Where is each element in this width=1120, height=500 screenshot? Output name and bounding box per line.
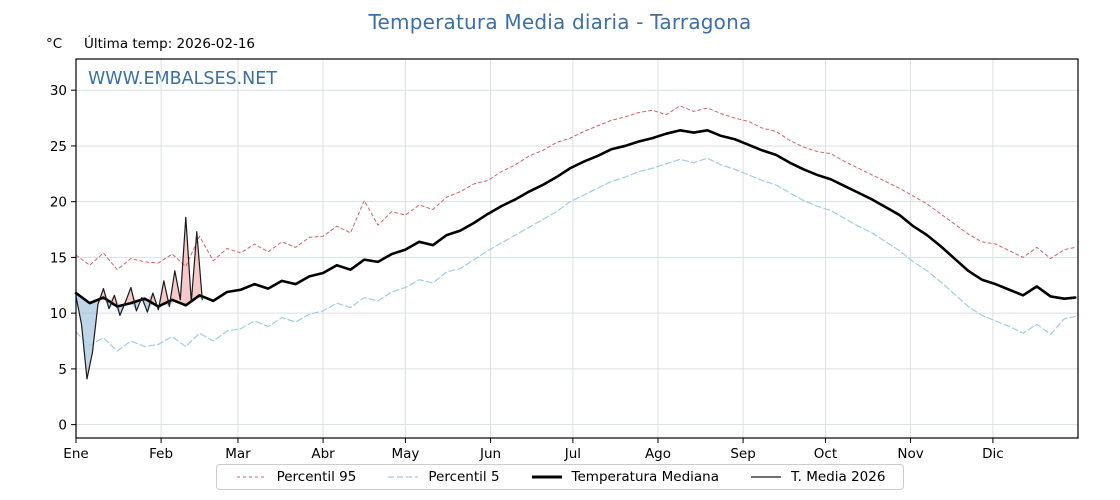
x-tick-label: Sep — [730, 446, 755, 462]
y-tick-label: 25 — [50, 139, 67, 155]
x-tick-label: Jul — [564, 446, 581, 462]
x-tick-label: Feb — [149, 446, 173, 462]
legend-label-t-media-2026: T. Media 2026 — [791, 469, 886, 485]
x-tick-label: Ene — [63, 446, 88, 462]
legend-item-percentil-5: Percentil 5 — [386, 469, 500, 485]
series-percentil-95 — [75, 105, 1076, 271]
y-tick-label: 30 — [50, 83, 67, 99]
y-tick-label: 15 — [50, 250, 67, 266]
series-percentil-5 — [75, 157, 1076, 352]
plot-frame — [75, 58, 1079, 439]
series-temperatura-mediana — [74, 129, 1077, 308]
legend-line-percentil-95-icon — [236, 476, 267, 478]
x-tick-label: Dic — [982, 446, 1004, 462]
chart-svg: WWW.EMBALSES.NET 0 5 10 15 20 25 30 Ene Feb Mar Ab… — [50, 58, 1079, 462]
legend-line-t-media-2026-icon — [751, 476, 781, 478]
x-tick-label: Jun — [479, 446, 501, 462]
legend-row: Percentil 95 Percentil 5 Temperatura Med… — [0, 464, 1120, 490]
legend-item-mediana: Temperatura Mediana — [530, 469, 719, 485]
page-title: Temperatura Media diaria - Tarragona — [368, 10, 752, 34]
subtitle-row: °C Última temp: 2026-02-16 — [0, 36, 1120, 53]
watermark: WWW.EMBALSES.NET — [88, 69, 277, 89]
y-tick-label: 0 — [58, 418, 67, 434]
y-tick-label: 5 — [58, 362, 67, 378]
last-temp-label: Última temp: 2026-02-16 — [84, 36, 256, 52]
x-tick-label: Mar — [225, 446, 251, 462]
legend-box: Percentil 95 Percentil 5 Temperatura Med… — [215, 464, 905, 490]
legend-label-percentil-5: Percentil 5 — [428, 469, 500, 485]
series-t-media-2026 — [75, 216, 203, 380]
y-tick-label: 20 — [50, 195, 67, 211]
x-tick-label: Ago — [645, 446, 671, 462]
x-tick-label: Nov — [897, 446, 923, 462]
legend-label-percentil-95: Percentil 95 — [276, 469, 357, 485]
x-tick-label: May — [391, 446, 419, 462]
legend-item-percentil-95: Percentil 95 — [235, 469, 357, 485]
fill-above-median — [76, 217, 203, 307]
legend-label-mediana: Temperatura Mediana — [571, 469, 719, 485]
legend-line-percentil-5-icon — [388, 476, 419, 478]
y-tick-label: 10 — [50, 306, 67, 322]
legend-item-t-media-2026: T. Media 2026 — [749, 469, 885, 485]
y-axis-unit-label: °C — [46, 36, 63, 52]
fill-below-median — [76, 293, 203, 379]
x-tick-label: Oct — [814, 446, 837, 462]
legend-line-mediana-icon — [531, 475, 562, 479]
x-tick-label: Abr — [311, 446, 335, 462]
